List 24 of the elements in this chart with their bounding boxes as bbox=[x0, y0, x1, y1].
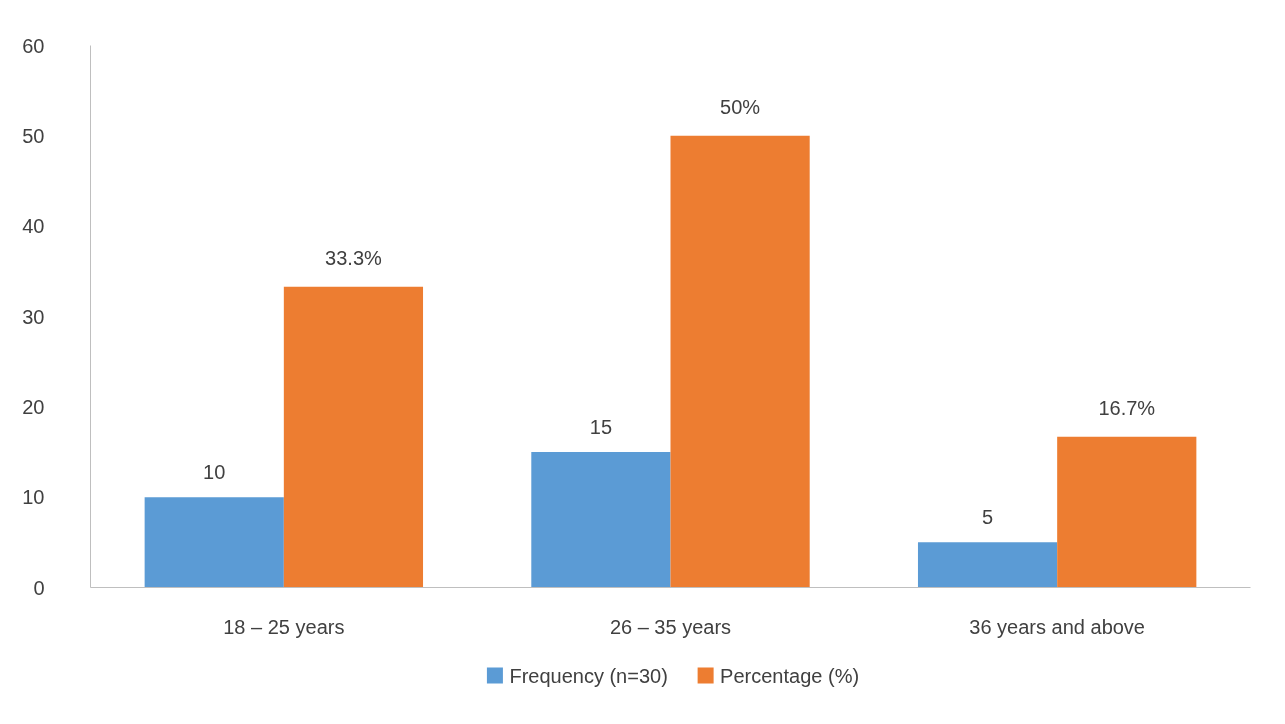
bar bbox=[144, 497, 284, 588]
bar bbox=[1057, 436, 1197, 588]
x-tick-label: 18 – 25 years bbox=[223, 615, 345, 638]
legend-label: Percentage (%) bbox=[720, 664, 860, 687]
data-label: 5 bbox=[982, 506, 994, 529]
x-tick-label: 36 years and above bbox=[969, 615, 1146, 638]
y-tick-label: 20 bbox=[22, 395, 45, 418]
y-tick-label: 50 bbox=[22, 124, 45, 147]
data-label: 10 bbox=[203, 461, 226, 484]
bar bbox=[670, 135, 810, 588]
y-tick-label: 30 bbox=[22, 305, 45, 328]
data-label: 16.7% bbox=[1098, 396, 1156, 419]
x-tick-label: 26 – 35 years bbox=[609, 615, 732, 638]
data-label: 33.3% bbox=[325, 246, 382, 269]
y-tick-label: 0 bbox=[33, 576, 45, 599]
data-label: 50% bbox=[720, 95, 761, 118]
legend-label: Frequency (n=30) bbox=[509, 664, 668, 687]
bar bbox=[531, 452, 671, 588]
y-tick-label: 60 bbox=[22, 34, 45, 57]
bar bbox=[283, 286, 424, 588]
bar bbox=[917, 542, 1058, 588]
y-tick-label: 10 bbox=[22, 486, 45, 509]
y-tick-label: 40 bbox=[22, 215, 45, 238]
data-label: 15 bbox=[589, 416, 613, 438]
